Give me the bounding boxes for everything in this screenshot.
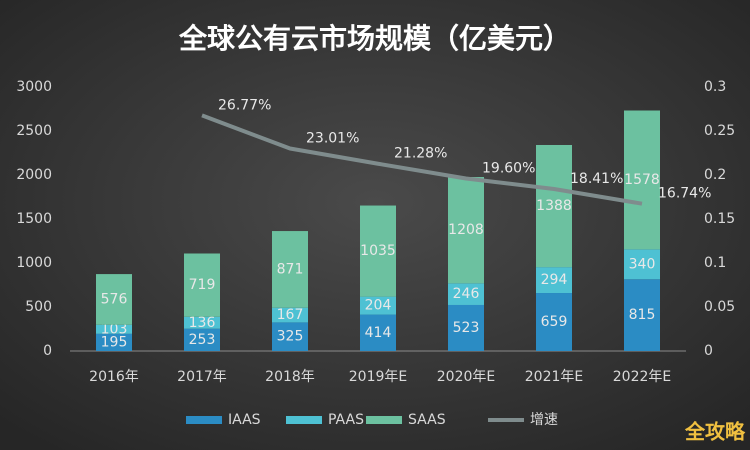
y-tick-label: 3000 (16, 79, 52, 95)
bar-label: 340 (629, 256, 656, 272)
bar-segment (184, 328, 220, 351)
y2-tick-label: 0.05 (704, 299, 735, 315)
bar-label: 1388 (536, 198, 572, 214)
bar-segment (448, 283, 484, 305)
legend-label: SAAS (408, 412, 446, 428)
y-tick-label: 2500 (16, 123, 52, 139)
bar-segment (272, 231, 308, 308)
y-tick-label: 2000 (16, 167, 52, 183)
growth-line (201, 113, 643, 206)
bar-segment (624, 279, 660, 351)
bar-segment (360, 205, 396, 297)
bar-segment (536, 267, 572, 294)
bar-label: 871 (277, 261, 304, 277)
bar-segment (448, 304, 484, 351)
watermark: 全攻略 (684, 420, 746, 444)
bar-label: 195 (101, 334, 128, 350)
x-tick-label: 2018年 (265, 369, 315, 385)
legend-swatch (366, 416, 402, 424)
legend-swatch (286, 416, 322, 424)
bar-segment (536, 144, 572, 268)
bar-segment (624, 249, 660, 280)
x-tick-label: 2016年 (89, 369, 139, 385)
legend-label: 增速 (530, 412, 558, 428)
bar-label: 294 (541, 272, 568, 288)
y-tick-label: 500 (25, 299, 52, 315)
y2-tick-label: 0.3 (704, 79, 726, 95)
bar-segment (96, 324, 132, 334)
bar-label: 253 (189, 332, 216, 348)
bar-label: 815 (629, 307, 656, 323)
y-tick-label: 1500 (16, 211, 52, 227)
x-tick-label: 2022年E (613, 369, 671, 385)
legend-label: PAAS (328, 412, 364, 428)
y2-tick-label: 0.2 (704, 167, 726, 183)
x-tick-label: 2017年 (177, 369, 227, 385)
bar-segment (96, 333, 132, 351)
x-tick-label: 2021年E (525, 369, 583, 385)
bar-segment (96, 274, 132, 325)
bar-label: 523 (453, 320, 480, 336)
bar-label: 103 (101, 321, 128, 337)
y2-tick-label: 0.1 (704, 255, 726, 271)
x-tick-label: 2020年E (437, 369, 495, 385)
line-label: 23.01% (306, 131, 359, 147)
bar-label: 1578 (624, 172, 660, 188)
bar-segment (184, 316, 220, 329)
bar-label: 576 (101, 291, 128, 307)
y2-tick-label: 0.15 (704, 211, 735, 227)
bar-segment (448, 177, 484, 284)
y-tick-label: 0 (43, 343, 52, 359)
line-label: 26.77% (218, 97, 271, 113)
bar-label: 1035 (360, 243, 396, 259)
bar-label: 204 (365, 298, 392, 314)
line-label: 16.74% (658, 186, 711, 202)
bar-label: 719 (189, 277, 216, 293)
x-tick-label: 2019年E (349, 369, 407, 385)
bar-segment (184, 253, 220, 317)
line-label: 18.41% (570, 171, 623, 187)
legend-label: IAAS (228, 412, 261, 428)
bar-label: 659 (541, 314, 568, 330)
line-label: 21.28% (394, 146, 447, 162)
bar-segment (360, 314, 396, 351)
y2-tick-label: 0 (704, 343, 713, 359)
bar-label: 246 (453, 286, 480, 302)
bar-label: 325 (277, 329, 304, 345)
bar-segment (536, 293, 572, 351)
y2-tick-label: 0.25 (704, 123, 735, 139)
line-label: 19.60% (482, 161, 535, 177)
bar-label: 167 (277, 307, 304, 323)
bar-segment (360, 296, 396, 315)
bar-segment (624, 110, 660, 250)
y-tick-label: 1000 (16, 255, 52, 271)
bar-segment (272, 307, 308, 323)
bar-label: 414 (365, 325, 392, 341)
bar-label: 136 (189, 315, 216, 331)
bar-label: 1208 (448, 222, 484, 238)
legend-swatch (186, 416, 222, 424)
chart-title: 全球公有云市场规模（亿美元） (178, 22, 571, 55)
bar-segment (272, 322, 308, 351)
